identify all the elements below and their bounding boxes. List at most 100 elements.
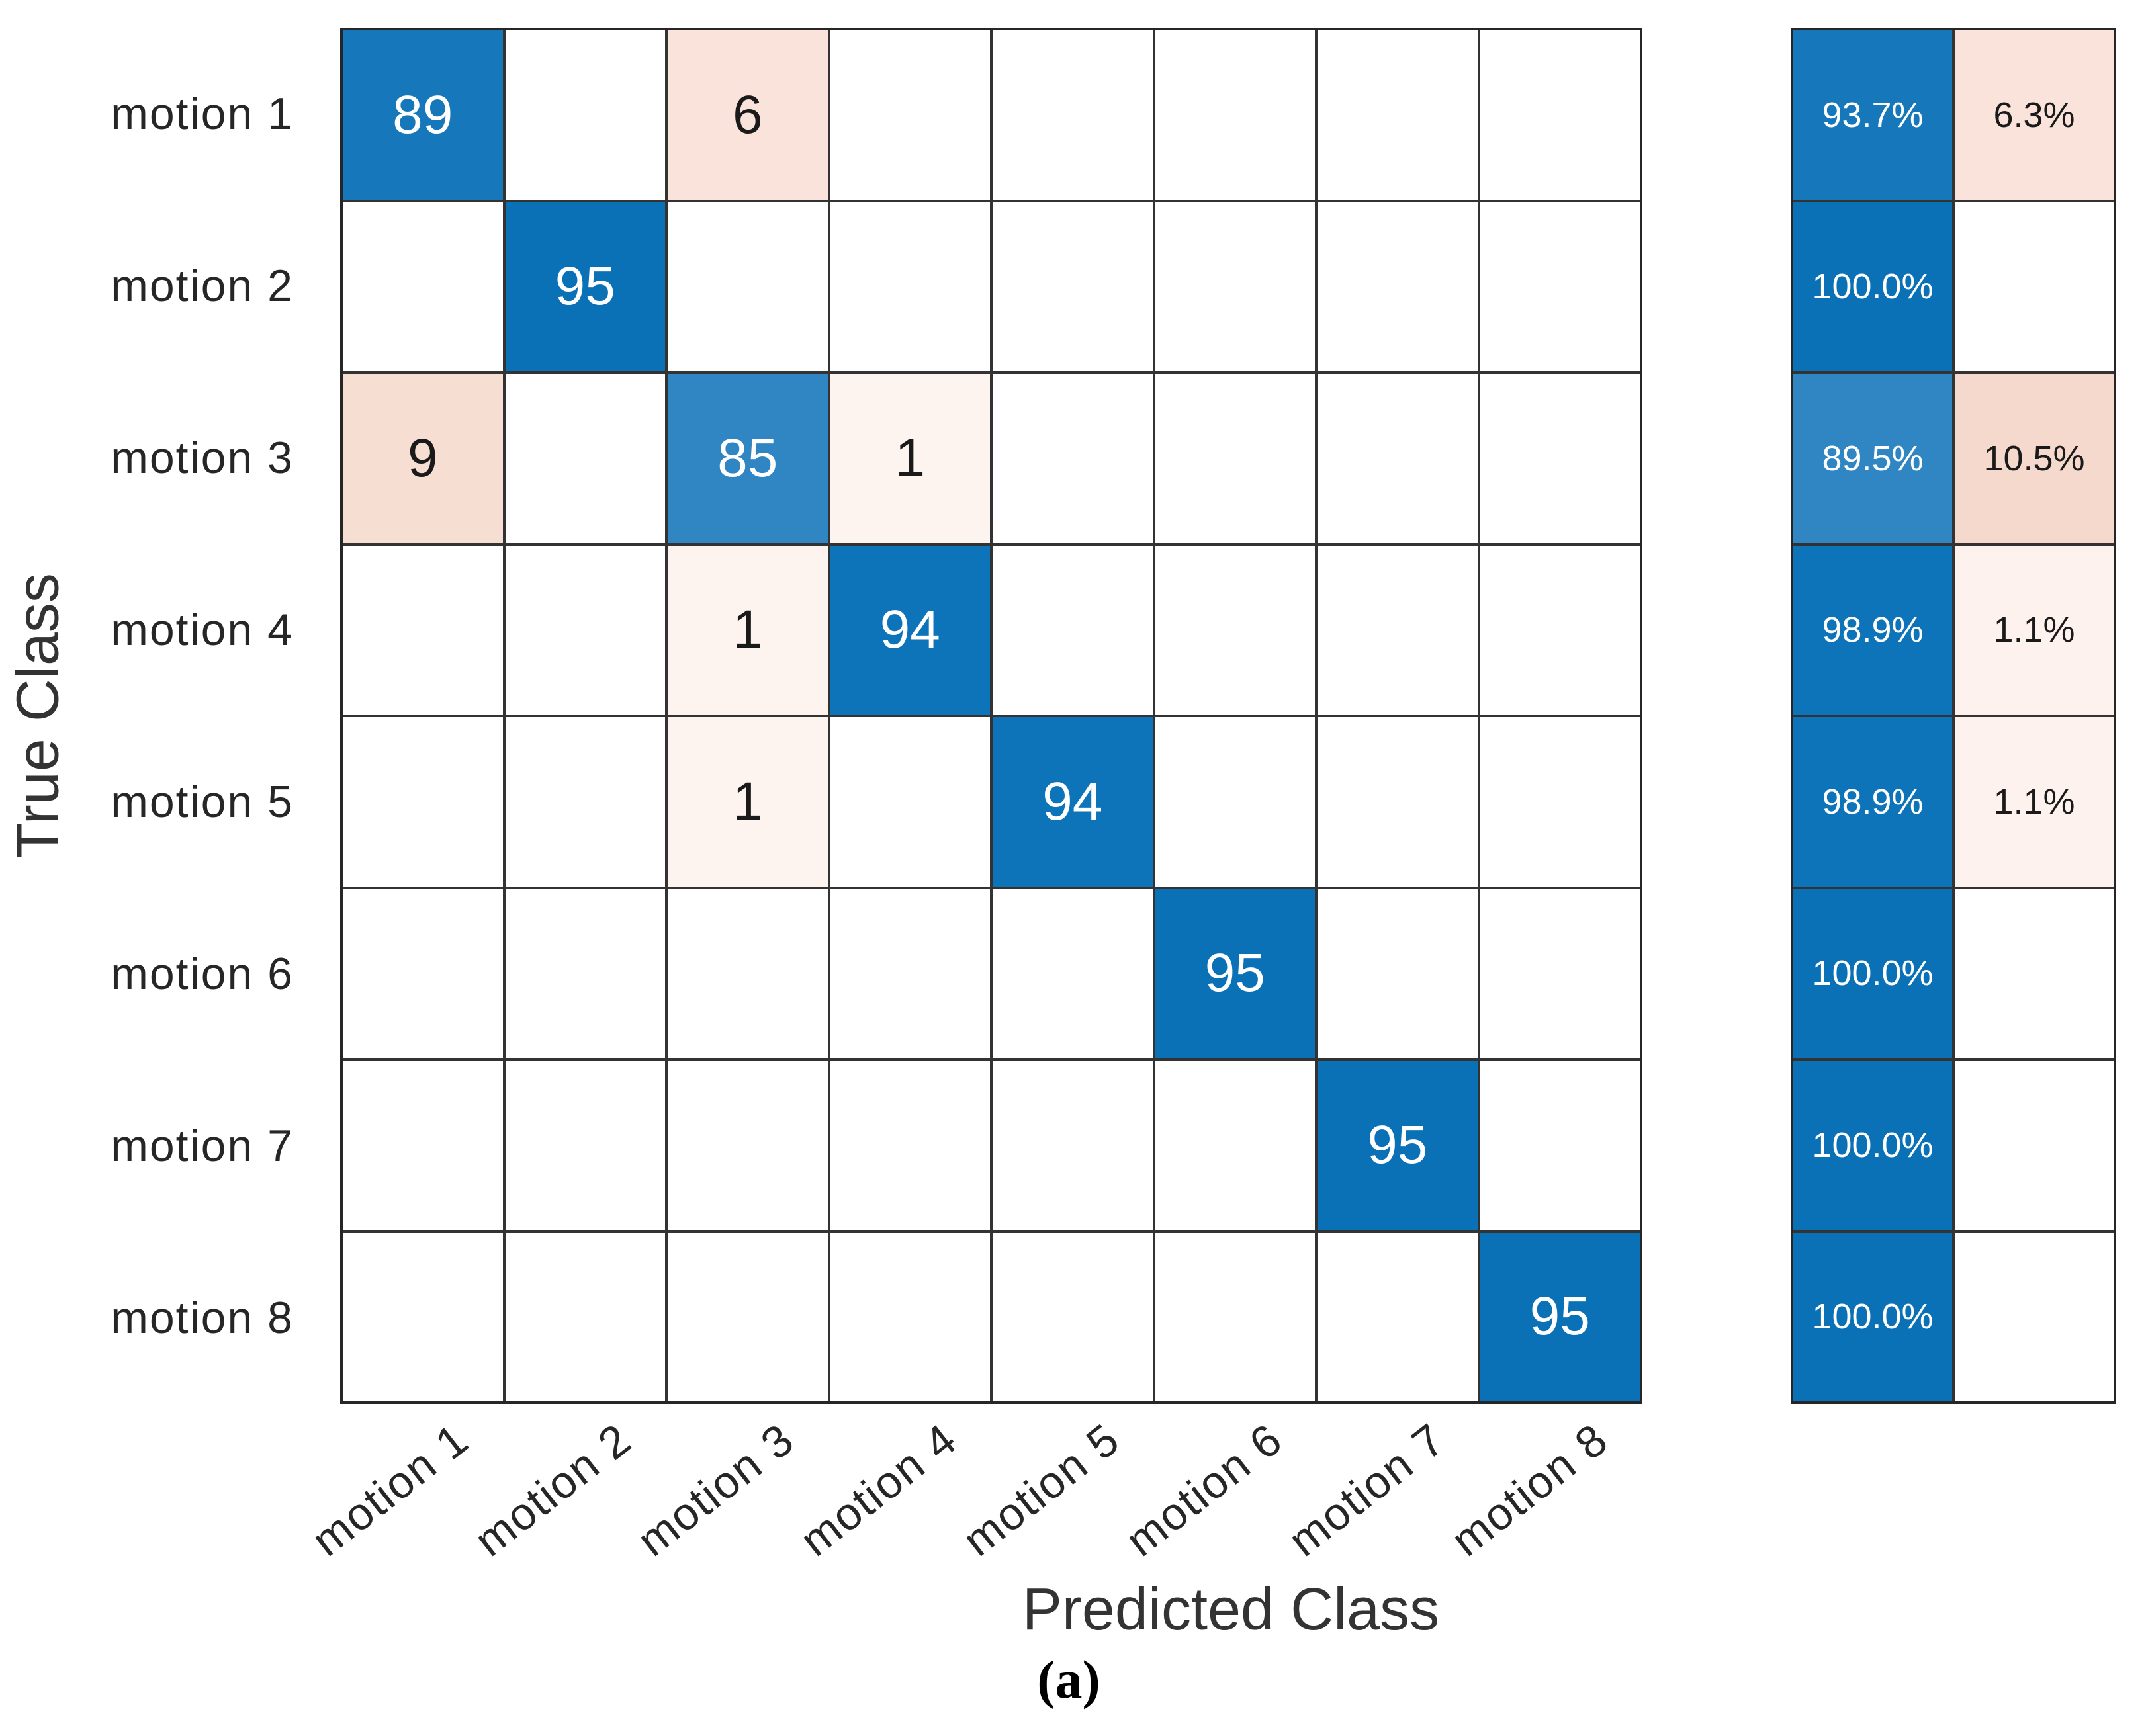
matrix-cell — [993, 889, 1153, 1058]
y-tick-label: motion 8 — [111, 1293, 294, 1343]
matrix-cell — [668, 889, 828, 1058]
summary-cell: 93.7% — [1793, 30, 1952, 200]
y-tick-label: motion 5 — [111, 777, 294, 827]
matrix-cell — [505, 30, 665, 200]
matrix-cell: 85 — [668, 374, 828, 543]
summary-cell: 98.9% — [1793, 545, 1952, 715]
matrix-cell — [1480, 202, 1640, 371]
matrix-cell — [993, 1232, 1153, 1401]
matrix-cell — [343, 889, 503, 1058]
x-tick-label: motion 2 — [465, 1413, 641, 1567]
matrix-cell — [343, 1232, 503, 1401]
matrix-cell — [830, 1232, 990, 1401]
matrix-cell — [1480, 717, 1640, 887]
matrix-cell — [505, 1061, 665, 1230]
y-tick-label: motion 7 — [111, 1121, 294, 1171]
matrix-cell: 6 — [668, 30, 828, 200]
matrix-cell: 94 — [993, 717, 1153, 887]
y-tick-label: motion 2 — [111, 261, 294, 311]
summary-cell: 10.5% — [1955, 374, 2114, 543]
matrix-cell — [1318, 202, 1478, 371]
matrix-cell — [993, 1061, 1153, 1230]
x-tick-label: motion 3 — [628, 1413, 804, 1567]
summary-cell: 6.3% — [1955, 30, 2114, 200]
matrix-cell — [1155, 717, 1315, 887]
summary-cell: 100.0% — [1793, 1232, 1952, 1401]
matrix-cell — [1318, 545, 1478, 715]
summary-cell — [1955, 889, 2114, 1058]
y-tick-label: motion 1 — [111, 89, 294, 139]
summary-cell — [1955, 1232, 2114, 1401]
matrix-grid: 89 6 95 9 85 1 1 94 1 94 95 95 95 — [340, 28, 1642, 1404]
matrix-cell — [1480, 374, 1640, 543]
matrix-cell — [1318, 889, 1478, 1058]
matrix-cell — [1480, 545, 1640, 715]
matrix-cell — [993, 30, 1153, 200]
y-tick-label: motion 6 — [111, 949, 294, 999]
summary-cell: 1.1% — [1955, 717, 2114, 887]
matrix-cell — [343, 202, 503, 371]
matrix-cell — [1155, 202, 1315, 371]
summary-cell — [1955, 1061, 2114, 1230]
summary-cell: 100.0% — [1793, 1061, 1952, 1230]
matrix-cell — [343, 545, 503, 715]
matrix-cell — [993, 374, 1153, 543]
matrix-cell — [505, 1232, 665, 1401]
matrix-cell: 95 — [505, 202, 665, 371]
matrix-cell — [1155, 1061, 1315, 1230]
matrix-cell: 9 — [343, 374, 503, 543]
x-tick-label: motion 7 — [1279, 1413, 1455, 1567]
row-summary-grid: 93.7% 6.3% 100.0% 89.5% 10.5% 98.9% 1.1% 98.9% 1… — [1791, 28, 2116, 1404]
y-tick-label: motion 3 — [111, 433, 294, 483]
matrix-cell — [1155, 374, 1315, 543]
matrix-cell: 1 — [830, 374, 990, 543]
summary-cell: 1.1% — [1955, 545, 2114, 715]
x-axis-title: Predicted Class — [1022, 1577, 1440, 1643]
summary-cell: 100.0% — [1793, 202, 1952, 371]
matrix-cell — [830, 889, 990, 1058]
matrix-cell — [1480, 30, 1640, 200]
matrix-cell — [343, 1061, 503, 1230]
matrix-cell: 1 — [668, 545, 828, 715]
summary-cell — [1955, 202, 2114, 371]
matrix-cell — [1318, 1232, 1478, 1401]
matrix-cell — [343, 717, 503, 887]
matrix-cell — [1318, 30, 1478, 200]
x-tick-label: motion 6 — [1116, 1413, 1292, 1567]
summary-cell: 98.9% — [1793, 717, 1952, 887]
matrix-cell — [830, 1061, 990, 1230]
matrix-cell — [830, 202, 990, 371]
matrix-cell: 95 — [1318, 1061, 1478, 1230]
summary-cell: 89.5% — [1793, 374, 1952, 543]
x-tick-label: motion 4 — [791, 1413, 967, 1567]
y-tick-label: motion 4 — [111, 605, 294, 655]
y-tick-labels: motion 1 motion 2 motion 3 motion 4 motion 5… — [0, 28, 319, 1404]
matrix-cell — [668, 202, 828, 371]
matrix-cell: 94 — [830, 545, 990, 715]
x-tick-label: motion 8 — [1442, 1413, 1618, 1567]
matrix-cell — [1155, 30, 1315, 200]
matrix-cell — [505, 889, 665, 1058]
matrix-cell: 1 — [668, 717, 828, 887]
figure-caption: (a) — [1037, 1649, 1100, 1710]
x-tick-label: motion 1 — [302, 1413, 478, 1567]
matrix-cell — [505, 717, 665, 887]
matrix-cell — [1318, 374, 1478, 543]
matrix-cell — [1480, 889, 1640, 1058]
matrix-cell — [1480, 1061, 1640, 1230]
matrix-cell: 95 — [1155, 889, 1315, 1058]
matrix-cell — [1318, 717, 1478, 887]
x-tick-label: motion 5 — [954, 1413, 1130, 1567]
matrix-cell — [1155, 1232, 1315, 1401]
matrix-cell: 89 — [343, 30, 503, 200]
matrix-cell — [830, 717, 990, 887]
matrix-cell: 95 — [1480, 1232, 1640, 1401]
matrix-cell — [668, 1061, 828, 1230]
matrix-cell — [1155, 545, 1315, 715]
matrix-cell — [830, 30, 990, 200]
matrix-cell — [993, 202, 1153, 371]
matrix-cell — [505, 545, 665, 715]
summary-cell: 100.0% — [1793, 889, 1952, 1058]
matrix-cell — [993, 545, 1153, 715]
